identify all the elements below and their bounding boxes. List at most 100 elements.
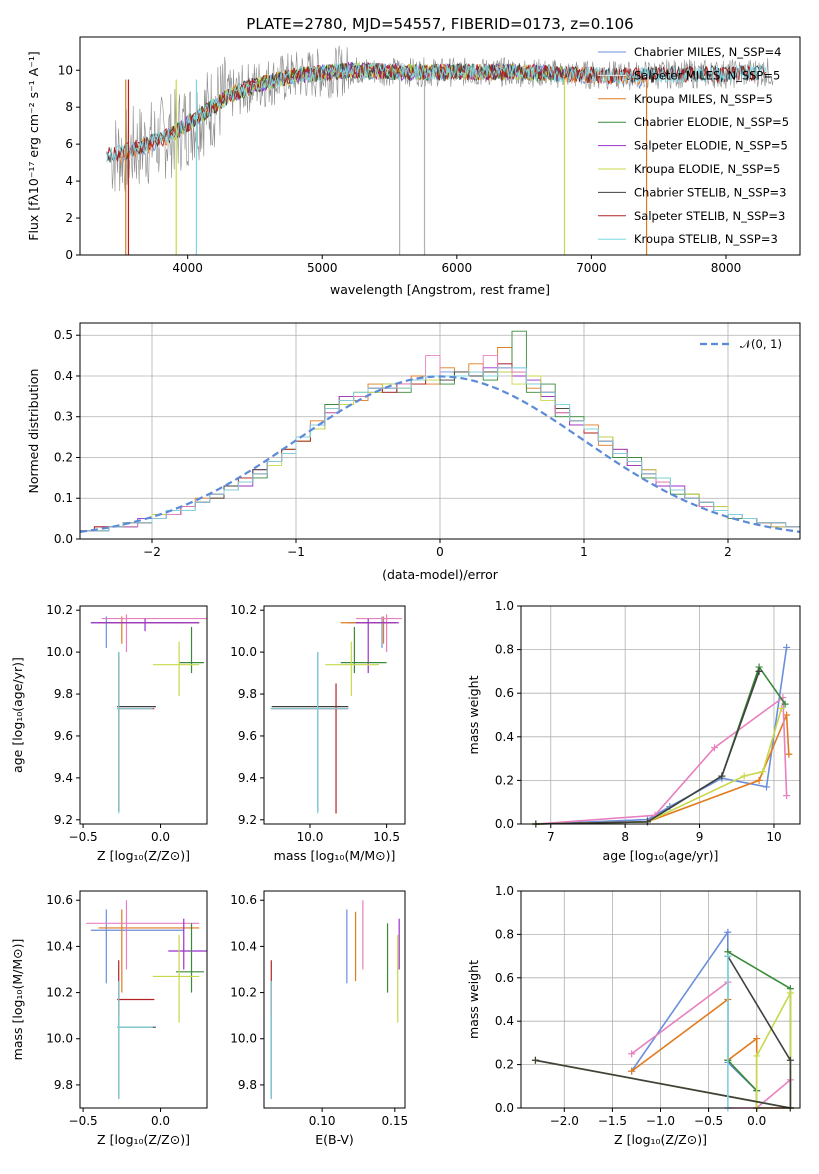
x-tick-label: 10 xyxy=(766,830,781,844)
y-tick-label: 9.8 xyxy=(54,1078,73,1092)
spectrum-series xyxy=(106,45,774,255)
y-tick-label: 9.2 xyxy=(54,813,73,827)
y-tick-label: 10.4 xyxy=(230,939,257,953)
data-point-marker xyxy=(781,700,789,708)
y-axis-label: mass [log₁₀(M/M⊙)] xyxy=(10,939,25,1061)
data-point-marker xyxy=(785,750,793,758)
y-tick-label: 10.2 xyxy=(46,986,73,1000)
spectrum-ylabel: Flux [fλ10⁻¹⁷ erg cm⁻² s⁻¹ A⁻¹] xyxy=(26,51,41,240)
y-tick-label: 9.4 xyxy=(238,771,257,785)
data-point-marker xyxy=(753,1035,761,1043)
y-tick-label: 0.2 xyxy=(54,450,73,464)
y-tick-label: 9.4 xyxy=(54,771,73,785)
data-point-marker xyxy=(753,1052,761,1060)
data-point-marker xyxy=(740,772,748,780)
y-tick-label: 10.0 xyxy=(230,1032,257,1046)
x-tick-label: 2 xyxy=(724,545,732,559)
spectrum-axes-frame xyxy=(79,36,801,256)
y-tick-label: 9.2 xyxy=(238,813,257,827)
x-tick-label: 7 xyxy=(547,830,555,844)
axes-frame xyxy=(263,605,406,825)
mass-weight-vs-metallicity-panel: −2.0 −1.5 −1.0 −0.5 0.0 0.0 0.2 0.4 0.6 0.8 1.0 Z [… xyxy=(466,884,801,1147)
data-point-marker xyxy=(718,772,726,780)
y-tick-label: 0.6 xyxy=(495,686,514,700)
legend-label: Kroupa STELIB, N_SSP=3 xyxy=(634,232,778,246)
x-tick-label: 9 xyxy=(696,830,704,844)
y-tick-label: 8 xyxy=(65,100,73,114)
residual-histogram-panel: −2 −1 0 1 2 0.0 0.1 0.2 0.3 0.4 0.5 (data-model)/e… xyxy=(26,322,801,582)
x-tick-label: −1.5 xyxy=(598,1114,627,1128)
y-tick-label: 0.0 xyxy=(54,532,73,546)
legend-label: Salpeter ELODIE, N_SSP=5 xyxy=(634,139,788,153)
y-tick-label: 0.3 xyxy=(54,410,73,424)
histogram-ylabel: Normed distribution xyxy=(26,369,41,494)
x-tick-label: 4000 xyxy=(172,261,203,275)
x-tick-label: −1 xyxy=(287,545,305,559)
data-point-marker xyxy=(531,1056,539,1064)
y-tick-label: 0.4 xyxy=(495,730,514,744)
data-point-marker xyxy=(786,1056,794,1064)
histogram-legend: 𝒩(0, 1) xyxy=(700,337,782,351)
x-tick-label: 6000 xyxy=(442,261,473,275)
y-tick-label: 1.0 xyxy=(495,599,514,613)
x-tick-label: 10.0 xyxy=(297,830,324,844)
x-tick-label: 5000 xyxy=(307,261,338,275)
y-tick-label: 10 xyxy=(58,63,73,77)
y-tick-label: 0.8 xyxy=(495,927,514,941)
mass-weight-vs-age-panel: 7 8 9 10 0.0 0.2 0.4 0.6 0.8 1.0 age [log₁₀(age/yr… xyxy=(466,599,801,863)
axes-frame xyxy=(520,605,801,825)
spectrum-legend: Chabrier MILES, N_SSP=4 Salpeter MILES, N… xyxy=(598,45,789,246)
y-tick-label: 4 xyxy=(65,174,73,188)
y-tick-label: 6 xyxy=(65,137,73,151)
legend-label: Chabrier STELIB, N_SSP=3 xyxy=(634,185,786,199)
data-point-marker xyxy=(724,928,732,936)
y-tick-label: 10.6 xyxy=(46,893,73,907)
y-axis-label: mass weight xyxy=(466,675,481,754)
y-tick-label: 9.6 xyxy=(238,729,257,743)
x-tick-label: 7000 xyxy=(576,261,607,275)
series-line xyxy=(535,671,760,825)
axes-frame xyxy=(79,605,208,825)
x-tick-label: 8000 xyxy=(711,261,742,275)
normal-distribution-curve xyxy=(79,375,801,533)
series-line xyxy=(535,992,792,1109)
legend-label: Salpeter MILES, N_SSP=5 xyxy=(634,68,780,82)
x-tick-label: 0.10 xyxy=(309,1114,336,1128)
data-point-marker xyxy=(628,1067,636,1075)
x-tick-label: 0.0 xyxy=(151,1114,170,1128)
x-axis-label: Z [log₁₀(Z/Z⊙)] xyxy=(97,1132,190,1147)
series-line xyxy=(535,955,792,1109)
series-line xyxy=(631,980,792,1109)
data-point-marker xyxy=(763,783,771,791)
x-tick-label: −0.5 xyxy=(694,1114,723,1128)
histogram-series xyxy=(79,330,801,539)
series-line xyxy=(631,997,791,1109)
y-tick-label: 9.8 xyxy=(238,1078,257,1092)
data-point-marker xyxy=(724,952,732,960)
x-axis-label: E(B-V) xyxy=(315,1132,354,1147)
data-point-marker xyxy=(777,704,785,712)
model-spectrum-line xyxy=(106,62,767,163)
data-point-marker xyxy=(783,643,791,651)
y-tick-label: 0.4 xyxy=(495,1014,514,1028)
data-point-marker xyxy=(710,744,718,752)
x-tick-label: 1 xyxy=(580,545,588,559)
histogram-ticks: −2 −1 0 1 2 0.0 0.1 0.2 0.3 0.4 0.5 xyxy=(54,328,732,559)
data-point-marker xyxy=(628,1050,636,1058)
y-tick-label: 10.6 xyxy=(230,893,257,907)
x-tick-label: −0.5 xyxy=(69,830,98,844)
spectrum-panel: 4000 5000 6000 7000 8000 0 2 4 6 8 10 wavelength [… xyxy=(26,36,801,297)
axes-frame xyxy=(263,890,406,1109)
y-tick-label: 0.0 xyxy=(495,817,514,831)
y-tick-label: 0.2 xyxy=(495,773,514,787)
y-tick-label: 2 xyxy=(65,211,73,225)
figure-title: PLATE=2780, MJD=54557, FIBERID=0173, z=0… xyxy=(246,15,633,33)
y-tick-label: 9.8 xyxy=(238,687,257,701)
data-point-marker xyxy=(755,667,763,675)
histogram-step-line xyxy=(79,367,800,539)
series-line xyxy=(535,647,788,825)
y-tick-label: 10.0 xyxy=(46,1032,73,1046)
data-point-marker xyxy=(759,768,767,776)
